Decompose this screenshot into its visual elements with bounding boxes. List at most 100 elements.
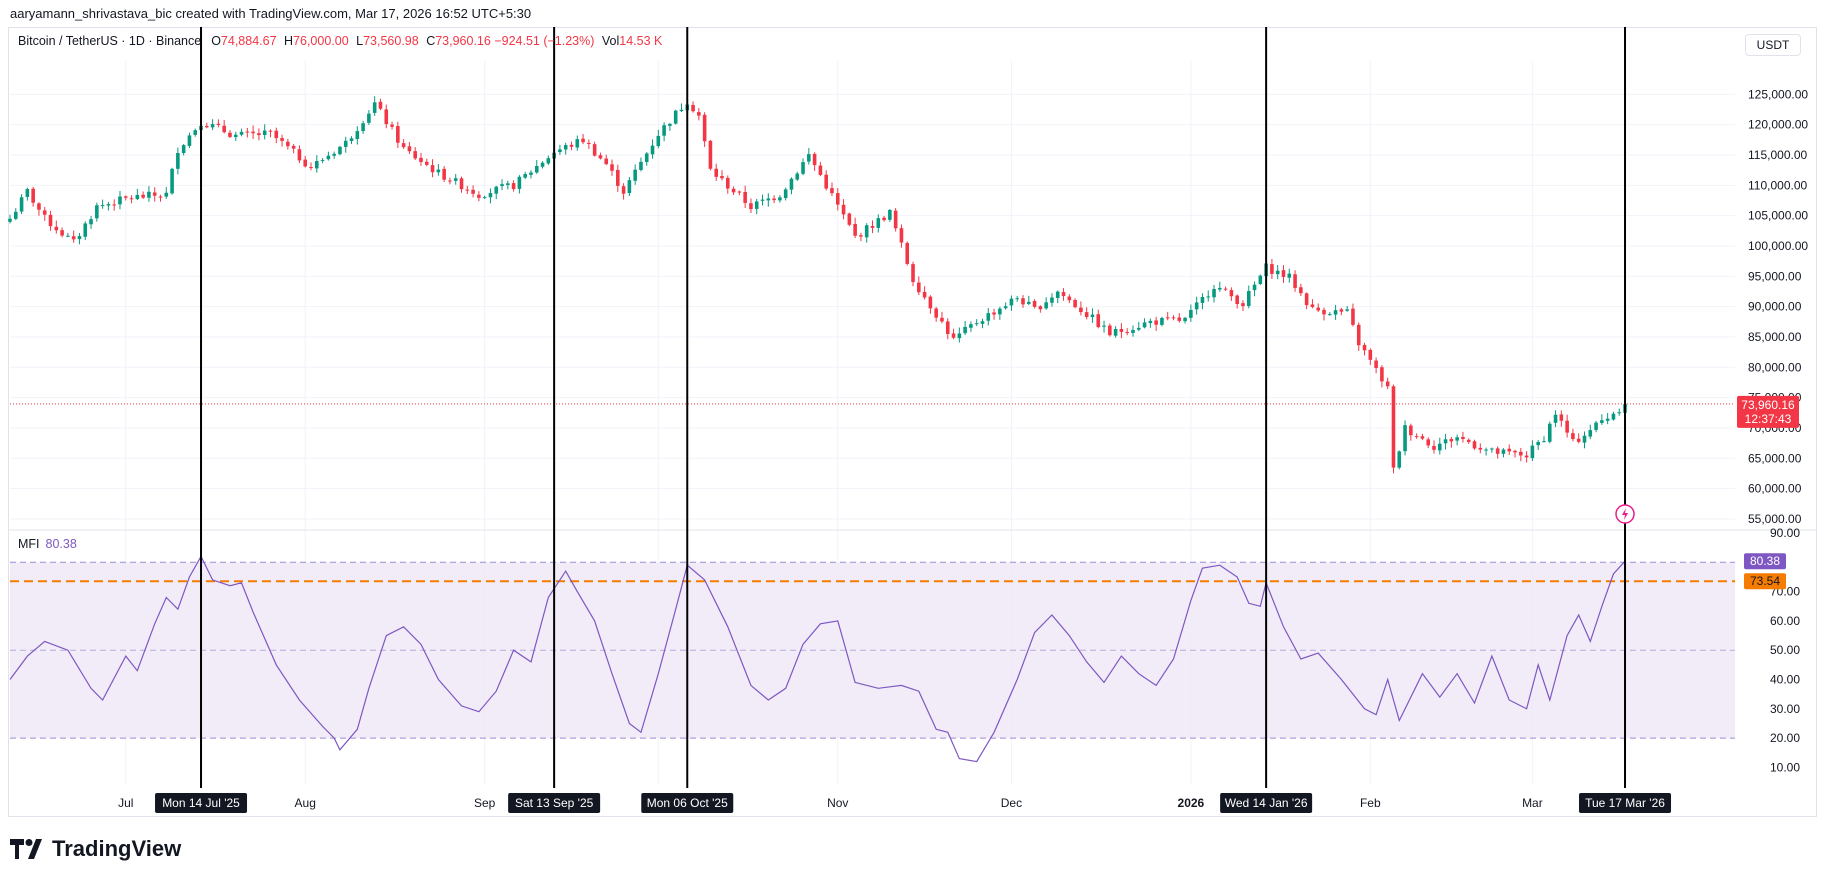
candle-body [1131,329,1135,333]
candle-body [668,123,672,126]
candle-body [112,204,116,206]
vertical-marker-label: Mon 06 Oct '25 [647,796,728,810]
candle-body [1328,314,1332,316]
candle-body [1136,327,1141,330]
candle-body [633,169,637,181]
candle-body [315,161,319,169]
candle-body [37,203,41,210]
candle-body [187,135,192,146]
candle-body [1351,308,1355,325]
candle-body [969,324,973,328]
low-key: L [356,34,364,48]
candle-body [1148,320,1153,324]
candle-body [888,209,892,220]
tradingview-wordmark: TradingView [52,836,182,861]
candle-body [1304,293,1309,306]
candle-body [309,167,313,169]
candle-body [893,210,898,229]
candle-body [679,109,684,112]
candle-body [164,192,169,197]
candle-body [801,162,805,174]
candle-body [1414,436,1419,438]
candle-body [13,211,18,219]
candle-body [384,109,389,125]
candle-body [616,169,620,186]
candle-body [1200,296,1205,303]
mfi-line [9,555,1626,763]
candle-body [859,235,863,237]
time-axis-label: Nov [827,796,848,810]
chart-attribution: aaryamann_shrivastava_bic created with T… [10,6,532,21]
candle-body [1582,435,1587,443]
candle-body [1050,297,1054,303]
candle-body [1212,289,1216,298]
candle-body [297,149,302,161]
currency-button[interactable]: USDT [1745,34,1801,56]
candle-body [274,130,279,139]
candle-body [1194,302,1199,310]
candle-body [1067,296,1072,301]
candle-body [1090,314,1095,317]
candle-body [1270,264,1274,274]
candle-body [222,125,226,133]
price-axis-label: 65,000.00 [1748,451,1802,465]
candle-body [1299,287,1303,294]
candle-body [673,110,678,124]
candle-body [1553,414,1558,423]
candle-body [1576,438,1581,442]
mfi-label[interactable]: MFI [18,537,40,551]
symbol-legend[interactable]: Bitcoin / TetherUS · 1D · Binance O74,88… [18,34,662,48]
candle-body [1385,381,1390,387]
candle-body [436,169,441,173]
tradingview-logo-icon [10,839,42,859]
price-axis-label: 110,000.00 [1748,178,1807,192]
candle-body [789,178,794,190]
mfi-value: 80.38 [45,537,77,551]
tradingview-logo[interactable]: TradingView [10,836,181,862]
mfi-legend[interactable]: MFI 80.38 [18,537,77,551]
candle-body [511,183,516,190]
candle-body [378,101,383,109]
candle-body [1432,445,1436,450]
candle-body [1160,317,1164,325]
vertical-marker-tag [1220,793,1313,813]
candle-body [1362,344,1367,351]
symbol-name[interactable]: Bitcoin / TetherUS · 1D · Binance [18,34,202,48]
candle-body [320,159,325,161]
alert-bolt-icon [1622,508,1629,520]
last-price-label: 73,960.16 [1741,398,1795,412]
candle-body [1478,447,1483,450]
close-value: 73,960.16 [435,34,491,48]
candle-body [326,155,331,160]
price-axis-label: 120,000.00 [1748,118,1808,132]
candle-body [691,104,695,112]
candle-body [870,225,875,228]
candle-body [662,125,666,136]
candle-body [1038,306,1043,310]
candle-body [1605,418,1610,421]
candle-body [123,196,128,198]
candle-body [1206,296,1211,298]
candle-body [1588,430,1593,437]
candle-body [1501,449,1506,454]
candle-body [650,145,655,155]
candle-body [899,228,904,243]
candle-body [158,196,163,198]
candle-body [42,210,47,215]
mfi-axis-label: 90.00 [1770,526,1800,540]
candle-body [1061,292,1066,297]
candle-body [1391,386,1396,468]
candle-body [592,144,597,156]
candle-body [558,149,562,153]
time-axis-label: Feb [1360,796,1381,810]
candle-body [1455,437,1459,441]
candle-body [401,143,406,148]
vertical-marker-label: Mon 14 Jul '25 [162,796,240,810]
candle-body [1409,425,1413,436]
candle-body [453,178,458,181]
candle-body [1611,413,1616,420]
candle-body [563,145,568,150]
candle-body [1055,291,1060,298]
candle-body [720,175,724,179]
